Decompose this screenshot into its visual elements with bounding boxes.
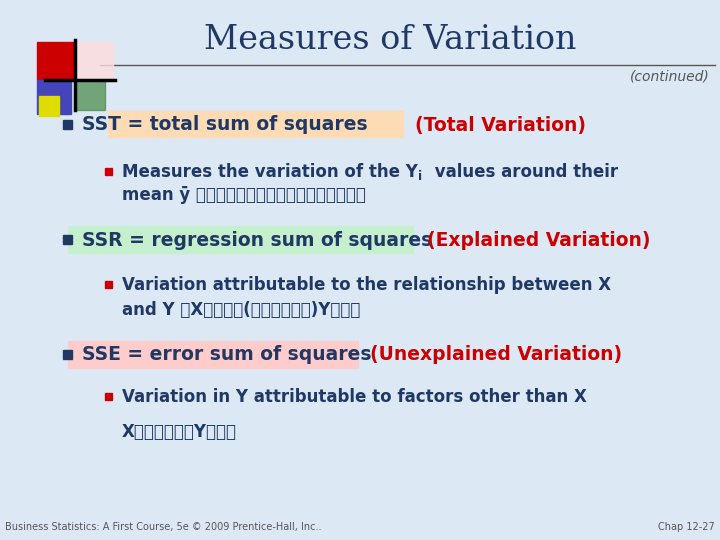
Bar <box>105 168 112 175</box>
Text: Variation attributable to the relationship between X: Variation attributable to the relationsh… <box>122 276 611 294</box>
Text: SSE = error sum of squares: SSE = error sum of squares <box>82 346 372 365</box>
Text: SSR = regression sum of squares: SSR = regression sum of squares <box>82 231 432 249</box>
Text: and Y 由X解释掉的(通过回归方程)Y的变差: and Y 由X解释掉的(通过回归方程)Y的变差 <box>122 301 361 319</box>
Text: (Explained Variation): (Explained Variation) <box>427 231 650 249</box>
Text: (continued): (continued) <box>630 70 710 84</box>
Text: Measures the variation of the Y: Measures the variation of the Y <box>122 163 418 181</box>
Text: Measures of Variation: Measures of Variation <box>204 24 576 56</box>
Text: mean ȳ 度量所有应变量观测值围绕均値的变差: mean ȳ 度量所有应变量观测值围绕均値的变差 <box>122 186 366 204</box>
Text: X未能解释掉的Y的变差: X未能解释掉的Y的变差 <box>122 423 237 441</box>
Bar <box>75 42 113 80</box>
Text: SST = total sum of squares: SST = total sum of squares <box>82 116 368 134</box>
Text: values around their: values around their <box>429 163 618 181</box>
Bar <box>68 226 413 253</box>
Text: Variation in Y attributable to factors other than X: Variation in Y attributable to factors o… <box>122 388 587 406</box>
Bar <box>63 350 72 359</box>
Bar <box>37 42 75 80</box>
Text: Business Statistics: A First Course, 5e © 2009 Prentice-Hall, Inc..: Business Statistics: A First Course, 5e … <box>5 522 322 532</box>
Bar <box>108 111 403 137</box>
Bar <box>39 96 59 116</box>
Bar <box>37 80 71 114</box>
Bar <box>63 120 72 129</box>
Text: (Unexplained Variation): (Unexplained Variation) <box>370 346 622 365</box>
Text: (Total Variation): (Total Variation) <box>415 116 586 134</box>
Bar <box>75 80 105 110</box>
Bar <box>105 281 112 288</box>
Bar <box>63 235 72 244</box>
Bar <box>105 393 112 400</box>
Bar <box>68 341 358 368</box>
Text: Chap 12-27: Chap 12-27 <box>658 522 715 532</box>
Text: i: i <box>418 171 422 184</box>
